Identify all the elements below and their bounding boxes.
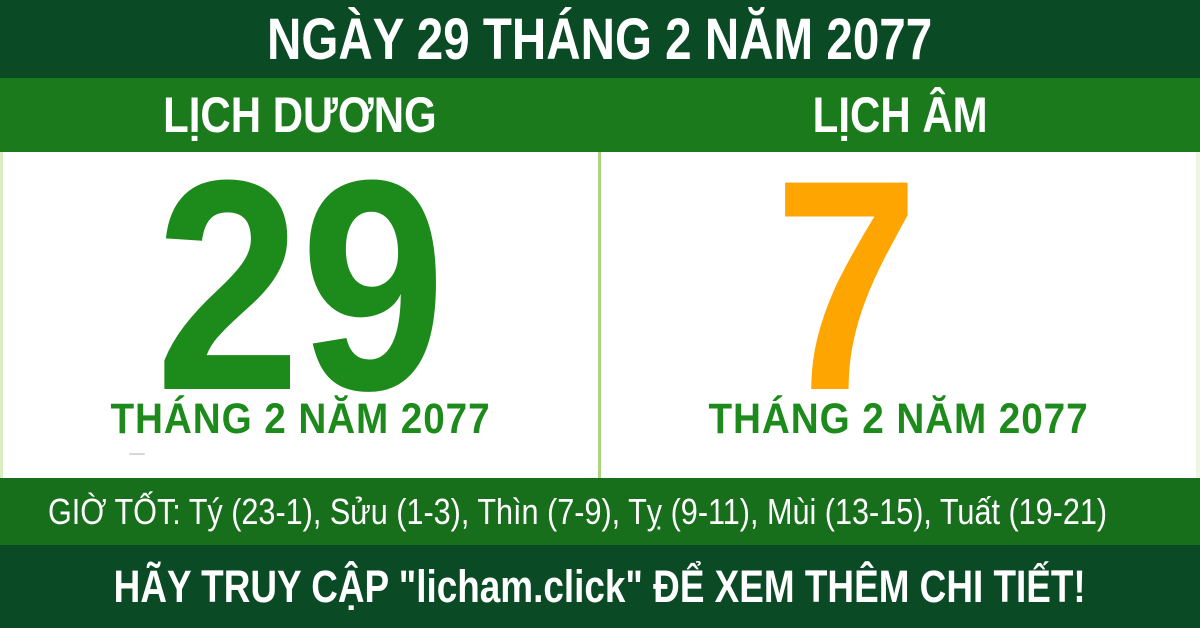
good-hours-text: GIỜ TỐT: Tý (23-1), Sửu (1-3), Thìn (7-9… xyxy=(48,490,1108,532)
page-title: NGÀY 29 THÁNG 2 NĂM 2077 xyxy=(267,6,933,72)
lunar-day-number: 7 xyxy=(773,117,920,453)
solar-day-number: 29 xyxy=(155,117,446,453)
lunar-month-year: THÁNG 2 NĂM 2077 xyxy=(708,395,1089,443)
small-dash-mark xyxy=(129,453,145,455)
calendar-panel: 29 THÁNG 2 NĂM 2077 7 THÁNG 2 NĂM 2077 xyxy=(0,135,1200,478)
solar-day-panel: 29 THÁNG 2 NĂM 2077 xyxy=(3,135,598,478)
header-bar: NGÀY 29 THÁNG 2 NĂM 2077 xyxy=(0,0,1200,78)
lunar-day-panel: 7 THÁNG 2 NĂM 2077 xyxy=(601,135,1196,478)
solar-calendar-header: LỊCH DƯƠNG xyxy=(0,78,600,152)
lunar-calendar-header: LỊCH ÂM xyxy=(600,78,1200,152)
calendar-type-bar: LỊCH DƯƠNG LỊCH ÂM xyxy=(0,78,1200,152)
footer-cta-text: HÃY TRUY CẬP "licham.click" ĐỂ XEM THÊM … xyxy=(113,560,1087,612)
solar-month-year: THÁNG 2 NĂM 2077 xyxy=(110,395,491,443)
panel-divider xyxy=(598,152,601,478)
solar-calendar-label: LỊCH DƯƠNG xyxy=(163,87,437,143)
footer-bar: HÃY TRUY CẬP "licham.click" ĐỂ XEM THÊM … xyxy=(0,545,1200,628)
good-hours-bar: GIỜ TỐT: Tý (23-1), Sửu (1-3), Thìn (7-9… xyxy=(0,478,1200,545)
lunar-calendar-label: LỊCH ÂM xyxy=(812,87,988,143)
